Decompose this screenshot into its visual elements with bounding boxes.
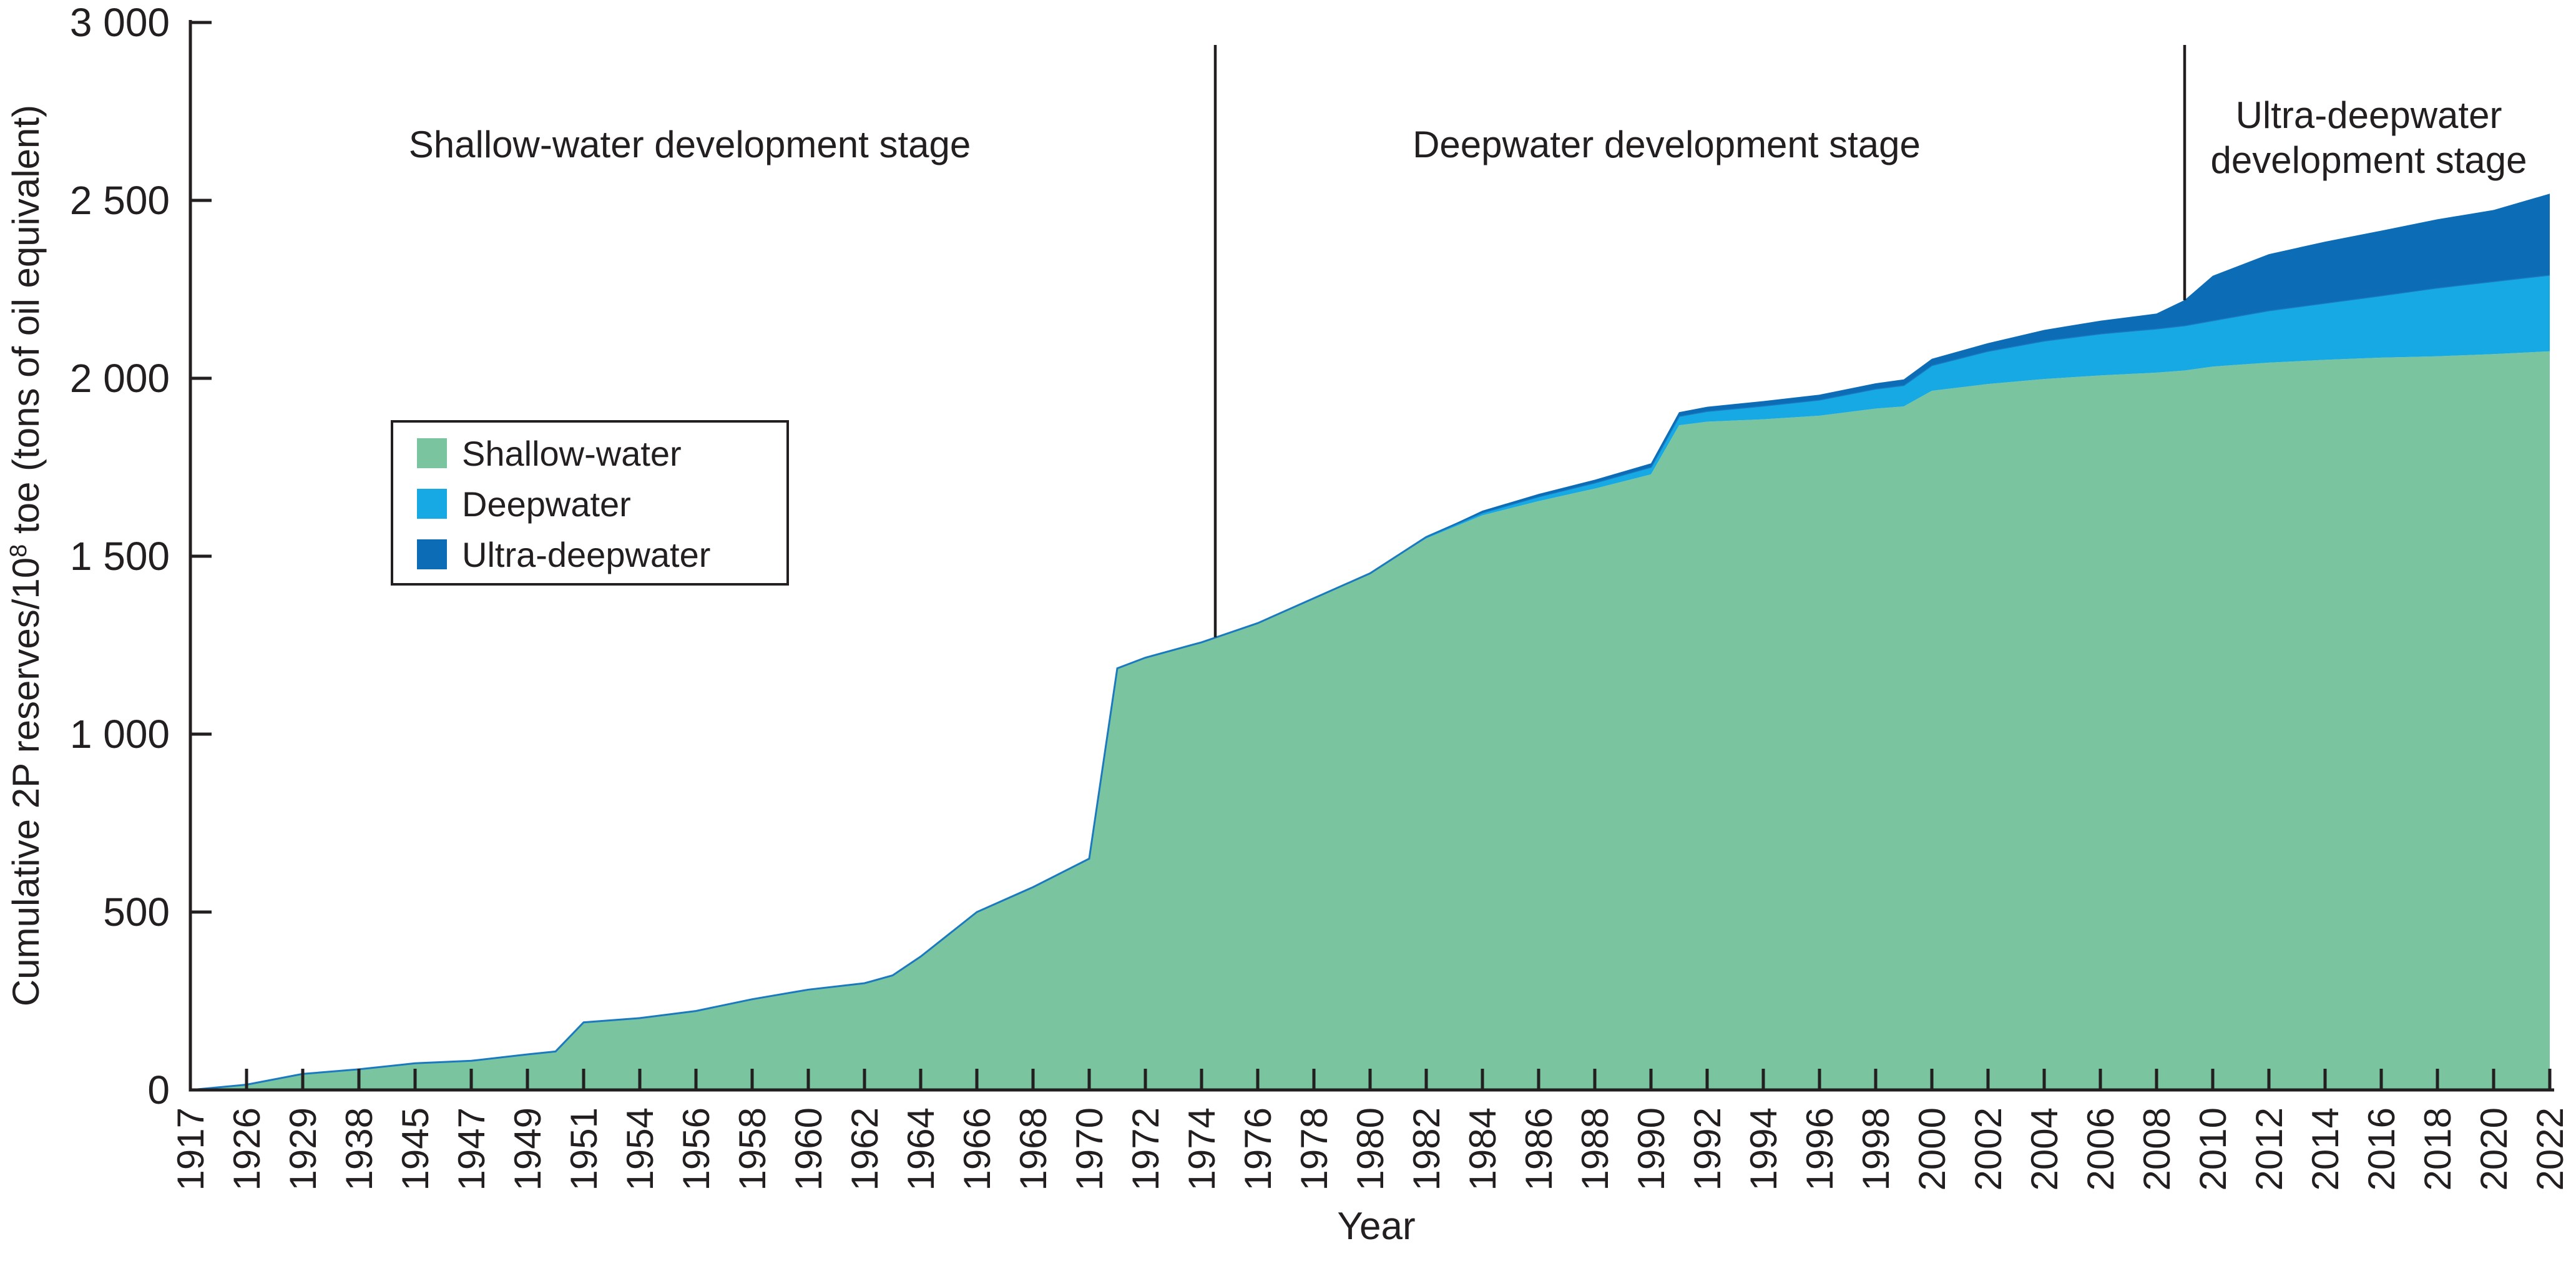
x-tick-label-2002: 2002: [1967, 1107, 2009, 1190]
x-tick-label-1954: 1954: [619, 1107, 661, 1190]
x-tick-label-2000: 2000: [1911, 1107, 1953, 1190]
x-tick-label-1966: 1966: [956, 1107, 998, 1190]
x-tick-label-1976: 1976: [1237, 1107, 1279, 1190]
legend-label-shallow-water: Shallow-water: [462, 434, 682, 473]
x-tick-label-1990: 1990: [1630, 1107, 1672, 1190]
x-tick-label-2016: 2016: [2361, 1107, 2402, 1190]
x-tick-label-1917: 1917: [170, 1107, 212, 1190]
x-tick-label-1992: 1992: [1687, 1107, 1728, 1190]
y-tick-label-500: 500: [103, 890, 170, 935]
x-tick-label-1929: 1929: [282, 1107, 324, 1190]
x-tick-label-1978: 1978: [1293, 1107, 1335, 1190]
x-tick-label-1964: 1964: [900, 1107, 942, 1190]
stage-annotations: Shallow-water development stage Deepwater…: [409, 45, 2527, 637]
y-tick-label-2500: 2 500: [70, 178, 170, 223]
x-tick-label-1994: 1994: [1743, 1107, 1785, 1190]
x-tick-label-2008: 2008: [2136, 1107, 2178, 1190]
y-axis-title: Cumulative 2P reserves/108 toe (tons of …: [5, 105, 47, 1006]
x-tick-label-1926: 1926: [226, 1107, 268, 1190]
legend: Shallow-water Deepwater Ultra-deepwater: [391, 420, 789, 586]
y-tick-label-3000: 3 000: [70, 0, 170, 45]
shallow-water-area: [190, 351, 2550, 1091]
stage-label-shallow: Shallow-water development stage: [409, 124, 971, 165]
x-tick-label-1986: 1986: [1518, 1107, 1560, 1190]
x-tick-label-2006: 2006: [2080, 1107, 2122, 1190]
x-tick-label-2004: 2004: [2024, 1107, 2065, 1190]
x-tick-label-1956: 1956: [675, 1107, 717, 1190]
x-tick-label-1982: 1982: [1406, 1107, 1447, 1190]
x-tick-label-1988: 1988: [1574, 1107, 1616, 1190]
x-tick-label-1980: 1980: [1349, 1107, 1391, 1190]
legend-label-ultra-deepwater: Ultra-deepwater: [462, 535, 710, 574]
x-tick-label-1998: 1998: [1855, 1107, 1897, 1190]
stage-label-ultra-deepwater: development stage: [2210, 139, 2527, 181]
x-tick-label-1938: 1938: [338, 1107, 380, 1190]
x-tick-label-2014: 2014: [2304, 1107, 2346, 1190]
x-tick-label-2012: 2012: [2248, 1107, 2290, 1190]
y-tick-label-1000: 1 000: [70, 712, 170, 757]
axes: 0 500 1 000 1 500 2 000 2 500 3 000 1917 1926 192…: [5, 0, 2571, 1248]
x-tick-label-1974: 1974: [1181, 1107, 1223, 1190]
x-tick-label-1949: 1949: [507, 1107, 549, 1190]
x-tick-label-1962: 1962: [844, 1107, 886, 1190]
legend-swatch-ultra-deepwater: [417, 539, 447, 569]
plot-area: [190, 194, 2550, 1091]
x-tick-label-1960: 1960: [788, 1107, 830, 1190]
x-tick-label-1958: 1958: [732, 1107, 773, 1190]
x-tick-label-1947: 1947: [451, 1107, 492, 1190]
ultra-deepwater-area: [190, 194, 2550, 1091]
x-tick-label-1996: 1996: [1799, 1107, 1841, 1190]
stage-label-ultra-deepwater: Ultra-deepwater: [2236, 94, 2502, 136]
legend-label-deepwater: Deepwater: [462, 484, 631, 524]
x-tick-label-1951: 1951: [563, 1107, 605, 1190]
x-tick-label-1968: 1968: [1012, 1107, 1054, 1190]
legend-swatch-shallow-water: [417, 438, 447, 468]
x-tick-label-1984: 1984: [1462, 1107, 1504, 1190]
x-axis-title: Year: [1337, 1205, 1415, 1248]
stage-label-deepwater: Deepwater development stage: [1413, 124, 1921, 165]
y-tick-label-1500: 1 500: [70, 534, 170, 579]
x-tick-label-2020: 2020: [2473, 1107, 2515, 1190]
y-tick-label-0: 0: [147, 1067, 170, 1112]
x-tick-label-2018: 2018: [2417, 1107, 2459, 1190]
legend-swatch-deepwater: [417, 489, 447, 519]
deepwater-area: [190, 275, 2550, 1091]
x-tick-label-2022: 2022: [2529, 1107, 2571, 1190]
x-tick-label-1970: 1970: [1069, 1107, 1110, 1190]
x-tick-label-1945: 1945: [394, 1107, 436, 1190]
legend-box: [391, 420, 789, 586]
x-tick-label-2010: 2010: [2192, 1107, 2234, 1190]
y-tick-label-2000: 2 000: [70, 356, 170, 401]
x-tick-label-1972: 1972: [1125, 1107, 1167, 1190]
